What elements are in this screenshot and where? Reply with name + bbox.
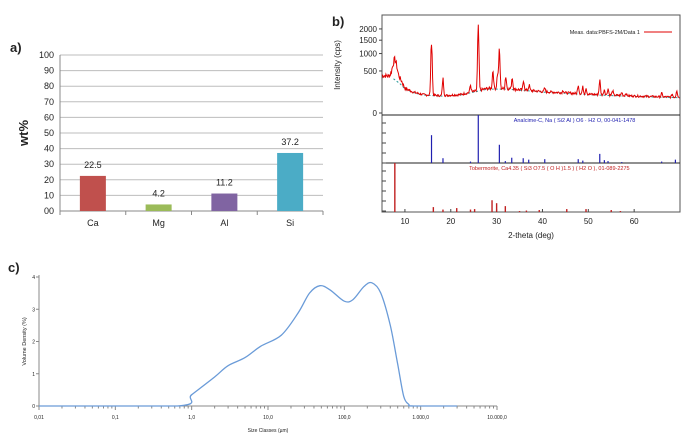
x-tick-label: 0,1 <box>112 415 119 421</box>
y-tick-label: 4 <box>32 275 35 281</box>
size-distribution-curve <box>39 281 458 407</box>
y-tick-label: 2 <box>32 340 35 346</box>
x-tick-label: 10,0 <box>263 415 273 421</box>
y-tick-label: 20 <box>44 175 54 185</box>
y-tick-label: 80 <box>44 81 54 91</box>
x-tick-label: 60 <box>630 217 639 226</box>
y-tick-label: 60 <box>44 112 54 122</box>
panel-label-c: c) <box>8 260 20 275</box>
plot-frame <box>381 14 681 213</box>
x-tick-label: 1,0 <box>188 415 195 421</box>
x-axis-label: 2-theta (deg) <box>508 231 554 240</box>
x-axis-label: Size Classes (µm) <box>248 428 289 434</box>
x-tick-label: 1.000,0 <box>412 415 429 421</box>
x-tick-label: 100,0 <box>338 415 351 421</box>
data-label: 37.2 <box>281 137 299 147</box>
x-tick-label: 10.000,0 <box>487 415 507 421</box>
x-tick-label: Ca <box>87 218 99 228</box>
y-tick-label: 10 <box>44 190 54 200</box>
x-tick-label: Mg <box>152 218 165 228</box>
background-curve <box>393 78 681 99</box>
x-tick-label: Al <box>220 218 228 228</box>
y-axis-label: Volume Density (%) <box>22 317 28 365</box>
legend-label: Meas. data:PBFS-2M/Data 1 <box>570 30 640 36</box>
reference-phase-label: Analcime-C, Na ( Si2 Al ) O6 · H2 O, 00-… <box>514 118 636 124</box>
y-tick-label: 500 <box>364 67 378 76</box>
measured-pattern <box>381 24 680 100</box>
y-tick-label: 70 <box>44 97 54 107</box>
x-tick-label: 0,01 <box>34 415 44 421</box>
bar-al <box>211 193 238 211</box>
data-label: 22.5 <box>84 160 102 170</box>
y-tick-label: 1 <box>32 372 35 378</box>
y-tick-label: 100 <box>39 50 54 60</box>
data-label: 11.2 <box>216 178 233 188</box>
y-tick-label: 40 <box>44 144 54 154</box>
x-tick-label: 10 <box>400 217 409 226</box>
x-tick-label: 40 <box>538 217 547 226</box>
y-tick-label: 0 <box>373 109 378 118</box>
y-tick-label: 1000 <box>359 50 377 59</box>
y-tick-label: 00 <box>44 206 54 216</box>
y-tick-label: 0 <box>32 404 35 410</box>
data-label: 4.2 <box>152 188 165 198</box>
bar-mg <box>145 204 172 211</box>
y-tick-label: 3 <box>32 307 35 313</box>
y-tick-label: 30 <box>44 159 54 169</box>
y-tick-label: 2000 <box>359 25 377 34</box>
x-tick-label: 30 <box>492 217 501 226</box>
y-axis-label: Intensity (cps) <box>333 40 342 90</box>
y-tick-label: 90 <box>44 66 54 76</box>
bar-si <box>277 152 304 211</box>
x-tick-label: Si <box>286 218 294 228</box>
reference-phase-label: Tobermorite, Ca4.35 ( Si3 O7.5 ( O H )1.… <box>469 166 629 172</box>
y-axis-label: wt% <box>16 120 31 147</box>
bar-ca <box>79 175 106 211</box>
panel-label-a: a) <box>10 40 22 55</box>
y-tick-label: 50 <box>44 128 54 138</box>
panel-label-b: b) <box>332 14 344 29</box>
x-tick-label: 20 <box>446 217 455 226</box>
x-tick-label: 50 <box>584 217 593 226</box>
y-tick-label: 1500 <box>359 36 377 45</box>
